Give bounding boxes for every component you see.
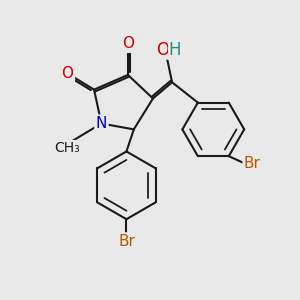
Text: O: O <box>122 37 134 52</box>
Text: O: O <box>156 41 169 59</box>
Text: CH₃: CH₃ <box>55 141 80 154</box>
Text: Br: Br <box>118 234 135 249</box>
Text: N: N <box>96 116 107 131</box>
Text: H: H <box>169 41 181 59</box>
Text: Br: Br <box>244 156 261 171</box>
Text: O: O <box>61 66 74 81</box>
